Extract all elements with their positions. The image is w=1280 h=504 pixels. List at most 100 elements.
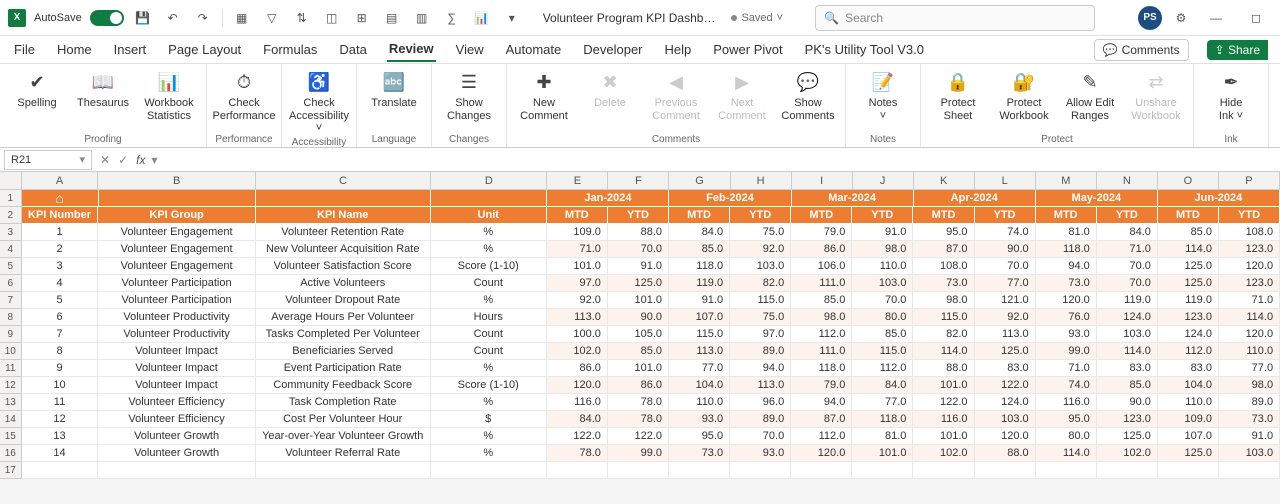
value-cell[interactable]: 86.0 [547, 360, 608, 377]
value-cell[interactable]: 122.0 [975, 377, 1036, 394]
value-cell[interactable]: 90.0 [1097, 394, 1158, 411]
qat-more-icon[interactable]: ▾ [501, 7, 523, 29]
sub-header[interactable]: KPI Group [98, 207, 255, 224]
value-cell[interactable]: 94.0 [791, 394, 852, 411]
row-header-2[interactable]: 2 [0, 207, 22, 224]
value-cell[interactable]: 113.0 [669, 343, 730, 360]
mtd-header[interactable]: MTD [791, 207, 852, 224]
kpi-name[interactable]: Volunteer Retention Rate [256, 224, 431, 241]
row-header-5[interactable]: 5 [0, 258, 22, 275]
kpi-group[interactable]: Volunteer Participation [98, 292, 255, 309]
value-cell[interactable]: 114.0 [1219, 309, 1280, 326]
kpi-name[interactable]: Volunteer Satisfaction Score [256, 258, 431, 275]
value-cell[interactable]: 103.0 [1097, 326, 1158, 343]
spelling-button[interactable]: ✔Spelling [6, 66, 68, 112]
empty-cell[interactable] [547, 462, 608, 479]
value-cell[interactable]: 98.0 [1219, 377, 1280, 394]
kpi-name[interactable]: New Volunteer Acquisition Rate [256, 241, 431, 258]
kpi-number[interactable]: 11 [22, 394, 99, 411]
value-cell[interactable]: 73.0 [913, 275, 974, 292]
column-header-H[interactable]: H [731, 172, 792, 189]
user-avatar[interactable]: PS [1138, 6, 1162, 30]
value-cell[interactable]: 116.0 [547, 394, 608, 411]
value-cell[interactable]: 110.0 [669, 394, 730, 411]
kpi-number[interactable]: 6 [22, 309, 99, 326]
kpi-group[interactable]: Volunteer Efficiency [98, 394, 255, 411]
tab-insert[interactable]: Insert [112, 38, 149, 61]
kpi-group[interactable]: Volunteer Productivity [98, 326, 255, 343]
ytd-header[interactable]: YTD [1097, 207, 1158, 224]
value-cell[interactable]: 70.0 [975, 258, 1036, 275]
protect-workbook-button[interactable]: 🔐ProtectWorkbook [993, 66, 1055, 124]
value-cell[interactable]: 87.0 [791, 411, 852, 428]
tab-home[interactable]: Home [55, 38, 94, 61]
value-cell[interactable]: 124.0 [1097, 309, 1158, 326]
kpi-number[interactable]: 7 [22, 326, 99, 343]
show-changes-button[interactable]: ☰ShowChanges [438, 66, 500, 124]
check-performance-button[interactable]: ⏱CheckPerformance [213, 66, 275, 124]
value-cell[interactable]: 116.0 [913, 411, 974, 428]
column-header-P[interactable]: P [1219, 172, 1280, 189]
value-cell[interactable]: 101.0 [608, 292, 669, 309]
value-cell[interactable]: 93.0 [730, 445, 791, 462]
value-cell[interactable]: 86.0 [608, 377, 669, 394]
value-cell[interactable]: 70.0 [730, 428, 791, 445]
kpi-number[interactable]: 1 [22, 224, 99, 241]
value-cell[interactable]: 73.0 [1219, 411, 1280, 428]
value-cell[interactable]: 80.0 [852, 309, 913, 326]
value-cell[interactable]: 92.0 [975, 309, 1036, 326]
workbook-statistics-button[interactable]: 📊WorkbookStatistics [138, 66, 200, 124]
row-header-11[interactable]: 11 [0, 360, 22, 377]
kpi-name[interactable]: Year-over-Year Volunteer Growth [256, 428, 431, 445]
value-cell[interactable]: 110.0 [852, 258, 913, 275]
name-box[interactable]: R21▾ [4, 150, 92, 170]
tab-formulas[interactable]: Formulas [261, 38, 319, 61]
kpi-number[interactable]: 13 [22, 428, 99, 445]
value-cell[interactable]: 85.0 [852, 326, 913, 343]
value-cell[interactable]: 125.0 [1158, 258, 1219, 275]
value-cell[interactable]: 79.0 [791, 224, 852, 241]
value-cell[interactable]: 92.0 [547, 292, 608, 309]
value-cell[interactable]: 110.0 [1219, 343, 1280, 360]
row-header-15[interactable]: 15 [0, 428, 22, 445]
value-cell[interactable]: 119.0 [1097, 292, 1158, 309]
kpi-group[interactable]: Volunteer Growth [98, 445, 255, 462]
kpi-name[interactable]: Volunteer Referral Rate [256, 445, 431, 462]
kpi-name[interactable]: Event Participation Rate [256, 360, 431, 377]
row-header-3[interactable]: 3 [0, 224, 22, 241]
minimize-button[interactable]: — [1200, 6, 1232, 30]
value-cell[interactable]: 115.0 [913, 309, 974, 326]
value-cell[interactable]: 109.0 [547, 224, 608, 241]
value-cell[interactable]: 123.0 [1219, 275, 1280, 292]
value-cell[interactable]: 119.0 [1158, 292, 1219, 309]
tab-data[interactable]: Data [337, 38, 368, 61]
kpi-unit[interactable]: Hours [431, 309, 547, 326]
search-input[interactable]: 🔍 Search [815, 5, 1095, 31]
row-header-16[interactable]: 16 [0, 445, 22, 462]
value-cell[interactable]: 91.0 [669, 292, 730, 309]
kpi-number[interactable]: 4 [22, 275, 99, 292]
row-header-14[interactable]: 14 [0, 411, 22, 428]
value-cell[interactable]: 125.0 [1158, 445, 1219, 462]
kpi-number[interactable]: 2 [22, 241, 99, 258]
kpi-group[interactable]: Volunteer Impact [98, 343, 255, 360]
column-header-M[interactable]: M [1036, 172, 1097, 189]
value-cell[interactable]: 115.0 [730, 292, 791, 309]
row-header-6[interactable]: 6 [0, 275, 22, 292]
kpi-unit[interactable]: Count [431, 326, 547, 343]
ytd-header[interactable]: YTD [608, 207, 669, 224]
value-cell[interactable]: 71.0 [1036, 360, 1097, 377]
kpi-group[interactable]: Volunteer Efficiency [98, 411, 255, 428]
qat-pivot-icon[interactable]: ▤ [381, 7, 403, 29]
column-header-L[interactable]: L [975, 172, 1036, 189]
column-header-F[interactable]: F [608, 172, 669, 189]
value-cell[interactable]: 98.0 [852, 241, 913, 258]
value-cell[interactable]: 103.0 [975, 411, 1036, 428]
tab-file[interactable]: File [12, 38, 37, 61]
column-header-K[interactable]: K [914, 172, 975, 189]
value-cell[interactable]: 78.0 [608, 411, 669, 428]
tab-pk-s-utility-tool-v3-0[interactable]: PK's Utility Tool V3.0 [803, 38, 926, 61]
empty-cell[interactable] [913, 462, 974, 479]
column-header-B[interactable]: B [98, 172, 256, 189]
value-cell[interactable]: 89.0 [730, 343, 791, 360]
